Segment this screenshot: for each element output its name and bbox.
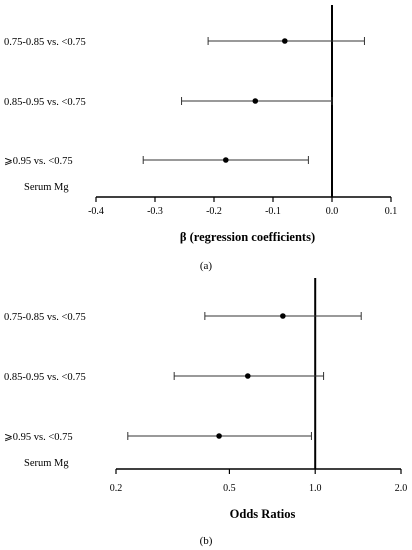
x-axis-title-a: β (regression coefficients): [180, 230, 315, 244]
x-tick-label-b: 1.0: [309, 483, 322, 494]
point-estimate-a: [252, 98, 259, 104]
row-label-b: 0.75-0.85 vs. <0.75: [4, 312, 86, 323]
x-tick-label-a: -0.2: [206, 206, 222, 217]
row-label-b: 0.85-0.95 vs. <0.75: [4, 372, 86, 383]
point-estimate-b: [244, 373, 251, 379]
row-label-a: 0.75-0.85 vs. <0.75: [4, 37, 86, 48]
group-label-b: Serum Mg: [24, 458, 69, 469]
panel-label-b: (b): [200, 535, 213, 547]
x-tick-label-a: -0.1: [265, 206, 281, 217]
x-tick-label-a: 0.0: [326, 206, 339, 217]
x-axis-title-b: Odds Ratios: [230, 507, 296, 521]
x-tick-label-b: 0.5: [223, 483, 236, 494]
x-tick-label-b: 0.2: [110, 483, 123, 494]
panel-label-a: (a): [200, 260, 213, 272]
row-label-b: ⩾0.95 vs. <0.75: [4, 432, 73, 443]
point-estimate-a: [223, 157, 229, 163]
row-label-a: ⩾0.95 vs. <0.75: [4, 156, 73, 167]
x-tick-label-a: -0.4: [88, 206, 104, 217]
point-estimate-b: [280, 313, 286, 319]
point-estimate-a: [282, 38, 288, 44]
row-label-a: 0.85-0.95 vs. <0.75: [4, 97, 86, 108]
x-tick-label-a: -0.3: [147, 206, 163, 217]
x-tick-label-a: 0.1: [385, 206, 398, 217]
x-tick-label-b: 2.0: [395, 483, 408, 494]
point-estimate-b: [216, 433, 222, 439]
group-label-a: Serum Mg: [24, 182, 69, 193]
